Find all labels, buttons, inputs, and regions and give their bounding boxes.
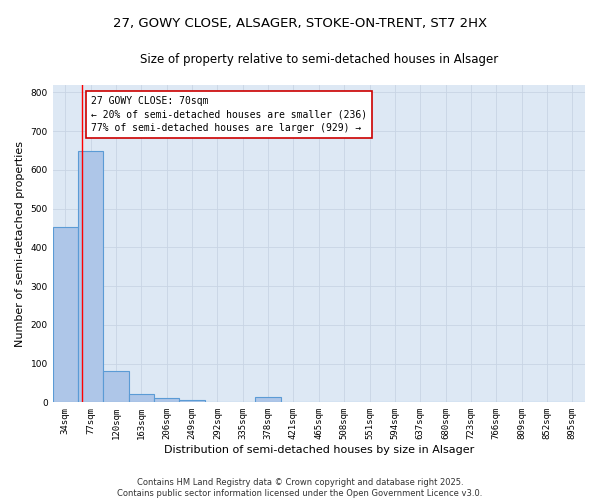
Bar: [103, 372, 129, 402]
Bar: [53, 227, 78, 402]
Text: 27, GOWY CLOSE, ALSAGER, STOKE-ON-TRENT, ST7 2HX: 27, GOWY CLOSE, ALSAGER, STOKE-ON-TRENT,…: [113, 18, 487, 30]
Text: Contains HM Land Registry data © Crown copyright and database right 2025.
Contai: Contains HM Land Registry data © Crown c…: [118, 478, 482, 498]
Bar: [129, 394, 154, 402]
Y-axis label: Number of semi-detached properties: Number of semi-detached properties: [15, 140, 25, 346]
X-axis label: Distribution of semi-detached houses by size in Alsager: Distribution of semi-detached houses by …: [164, 445, 474, 455]
Bar: [154, 398, 179, 402]
Bar: [256, 396, 281, 402]
Bar: [179, 400, 205, 402]
Text: 27 GOWY CLOSE: 70sqm
← 20% of semi-detached houses are smaller (236)
77% of semi: 27 GOWY CLOSE: 70sqm ← 20% of semi-detac…: [91, 96, 367, 132]
Bar: [78, 152, 103, 402]
Title: Size of property relative to semi-detached houses in Alsager: Size of property relative to semi-detach…: [140, 52, 498, 66]
